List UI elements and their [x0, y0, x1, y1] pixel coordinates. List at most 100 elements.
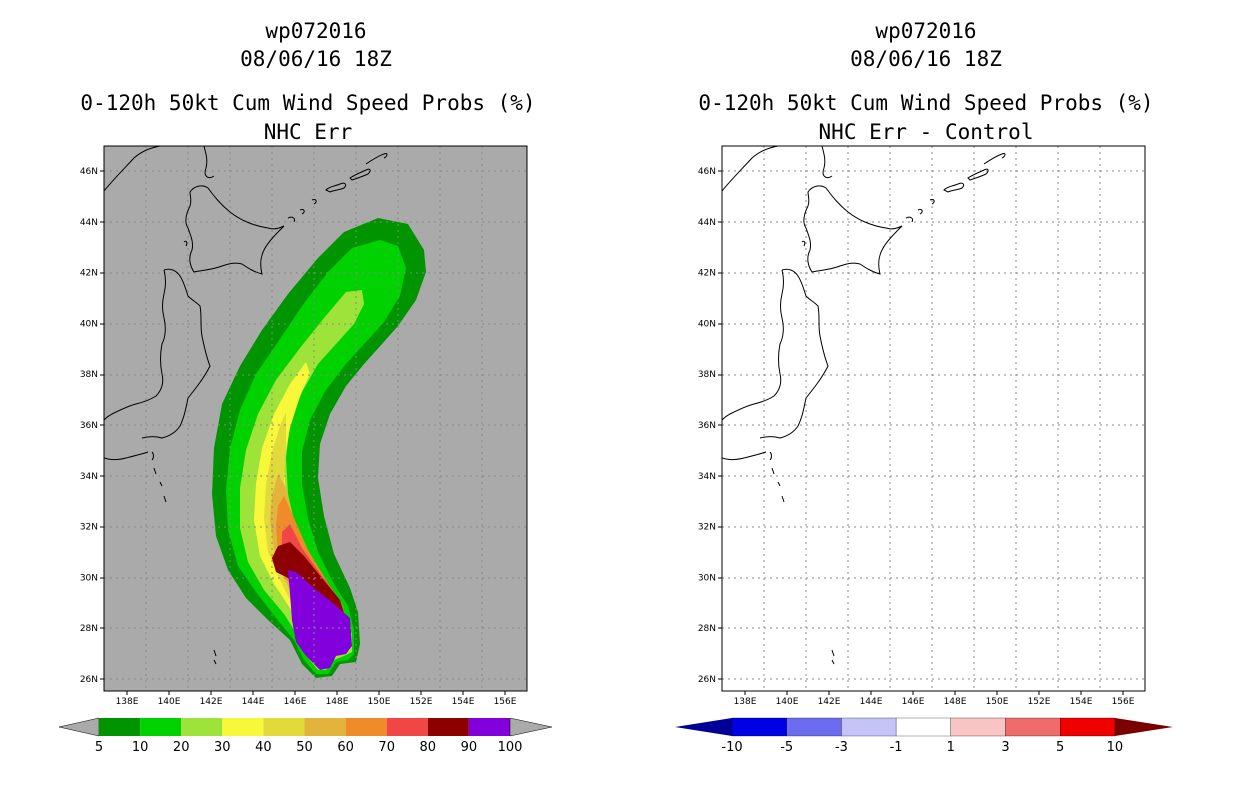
left-map-frame	[103, 145, 528, 692]
left-lat-label: 26N	[80, 675, 98, 685]
left-lat-label: 34N	[80, 472, 98, 482]
right-datetime: 08/06/16 18Z	[850, 47, 1002, 71]
left-lon-label: 156E	[494, 697, 517, 707]
colorbar-swatch	[222, 718, 264, 736]
left-datetime: 08/06/16 18Z	[240, 47, 392, 71]
right-lat-label: 44N	[698, 218, 716, 228]
right-lon-labels: 138E 140E 142E 144E 146E 148E 150E 152E 154E 156E	[734, 697, 1135, 707]
colorbar-swatch	[181, 718, 223, 736]
colorbar-swatch	[99, 718, 141, 736]
colorbar-swatch	[731, 717, 787, 737]
right-lat-label: 46N	[698, 167, 716, 177]
left-map-title: 0-120h 50kt Cum Wind Speed Probs (%)	[80, 91, 535, 115]
right-lon-label: 146E	[902, 697, 925, 707]
left-lat-label: 38N	[80, 370, 98, 380]
left-lon-label: 150E	[368, 697, 391, 707]
right-lon-label: 150E	[986, 697, 1009, 707]
left-lat-label: 28N	[80, 624, 98, 634]
colorbar-right-cap	[509, 717, 553, 737]
right-lon-label: 156E	[1112, 697, 1135, 707]
left-lat-label: 44N	[80, 218, 98, 228]
colorbar-label: 20	[173, 740, 190, 755]
left-lon-label: 152E	[410, 697, 433, 707]
right-axis-ticks	[718, 170, 1124, 695]
colorbar-swatch	[140, 718, 182, 736]
right-storm-id: wp072016	[875, 19, 976, 43]
colorbar-label: 1	[947, 740, 955, 755]
colorbar-label: 5	[1056, 740, 1064, 755]
left-lon-label: 146E	[284, 697, 307, 707]
right-lon-label: 144E	[860, 697, 883, 707]
left-lon-label: 138E	[116, 697, 139, 707]
right-map-background	[722, 146, 1145, 691]
left-grid	[104, 146, 527, 691]
colorbar-label: -5	[780, 740, 793, 755]
right-lat-label: 42N	[698, 269, 716, 279]
right-lat-label: 28N	[698, 624, 716, 634]
left-colorbar: 5 10 20 30 40 50 60 70 80 90 100	[58, 717, 553, 755]
left-lon-label: 148E	[326, 697, 349, 707]
right-map-title: 0-120h 50kt Cum Wind Speed Probs (%)	[698, 91, 1153, 115]
right-lon-label: 142E	[818, 697, 841, 707]
colorbar-left-cap	[675, 718, 732, 736]
colorbar-label: 10	[132, 740, 149, 755]
colorbar-swatch	[263, 718, 305, 736]
left-lon-label: 144E	[242, 697, 265, 707]
left-storm-id: wp072016	[265, 19, 366, 43]
colorbar-label: 30	[214, 740, 231, 755]
prob-band-90	[288, 570, 352, 670]
colorbar-label: -1	[890, 740, 903, 755]
right-lon-label: 140E	[776, 697, 799, 707]
right-lat-label: 32N	[698, 523, 716, 533]
colorbar-swatch	[895, 717, 951, 737]
left-lon-label: 154E	[452, 697, 475, 707]
right-lat-label: 40N	[698, 319, 716, 329]
left-axis-ticks	[100, 170, 506, 695]
colorbar-right-cap	[1114, 718, 1173, 736]
left-lat-labels: 26N 28N 30N 32N 34N 36N 38N 40N 42N 44N 46N	[80, 167, 98, 685]
colorbar-swatch	[1060, 717, 1116, 737]
right-lat-label: 34N	[698, 472, 716, 482]
left-lat-label: 32N	[80, 523, 98, 533]
probability-swath	[212, 218, 426, 678]
colorbar-swatch	[468, 718, 510, 736]
left-map-subtitle: NHC Err	[264, 120, 353, 144]
colorbar-swatch	[950, 717, 1006, 737]
colorbar-swatch	[427, 718, 469, 736]
right-lat-label: 30N	[698, 573, 716, 583]
left-lat-label: 42N	[80, 269, 98, 279]
right-map-subtitle: NHC Err - Control	[819, 120, 1034, 144]
right-colorbar: -10 -5 -3 -1 1 3 5 10	[675, 717, 1173, 755]
colorbar-label: 60	[337, 740, 354, 755]
left-lon-label: 140E	[158, 697, 181, 707]
colorbar-label: 40	[255, 740, 272, 755]
colorbar-label: -10	[721, 740, 742, 755]
right-lat-label: 26N	[698, 675, 716, 685]
right-lat-label: 38N	[698, 370, 716, 380]
left-lon-label: 142E	[200, 697, 223, 707]
colorbar-swatch	[786, 717, 842, 737]
colorbar-left-cap	[58, 717, 100, 737]
left-lat-label: 40N	[80, 319, 98, 329]
right-lat-labels: 26N 28N 30N 32N 34N 36N 38N 40N 42N 44N 46N	[698, 167, 716, 685]
colorbar-label: 90	[461, 740, 478, 755]
colorbar-label: 80	[420, 740, 437, 755]
colorbar-swatch	[1005, 717, 1061, 737]
left-panel: wp072016 08/06/16 18Z 0-120h 50kt Cum Wi…	[58, 19, 553, 755]
right-grid	[722, 146, 1145, 691]
colorbar-label: -3	[835, 740, 848, 755]
left-lon-labels: 138E 140E 142E 144E 146E 148E 150E 152E 154E 156E	[116, 697, 517, 707]
left-lat-label: 30N	[80, 573, 98, 583]
colorbar-swatch	[386, 718, 428, 736]
right-lon-label: 152E	[1028, 697, 1051, 707]
right-lon-label: 154E	[1070, 697, 1093, 707]
left-lat-label: 46N	[80, 167, 98, 177]
colorbar-swatch	[345, 718, 387, 736]
colorbar-label: 5	[95, 740, 103, 755]
colorbar-label: 100	[498, 740, 523, 755]
left-lat-label: 36N	[80, 421, 98, 431]
right-panel: wp072016 08/06/16 18Z 0-120h 50kt Cum Wi…	[675, 19, 1173, 755]
colorbar-label: 70	[378, 740, 395, 755]
colorbar-label: 3	[1001, 740, 1009, 755]
